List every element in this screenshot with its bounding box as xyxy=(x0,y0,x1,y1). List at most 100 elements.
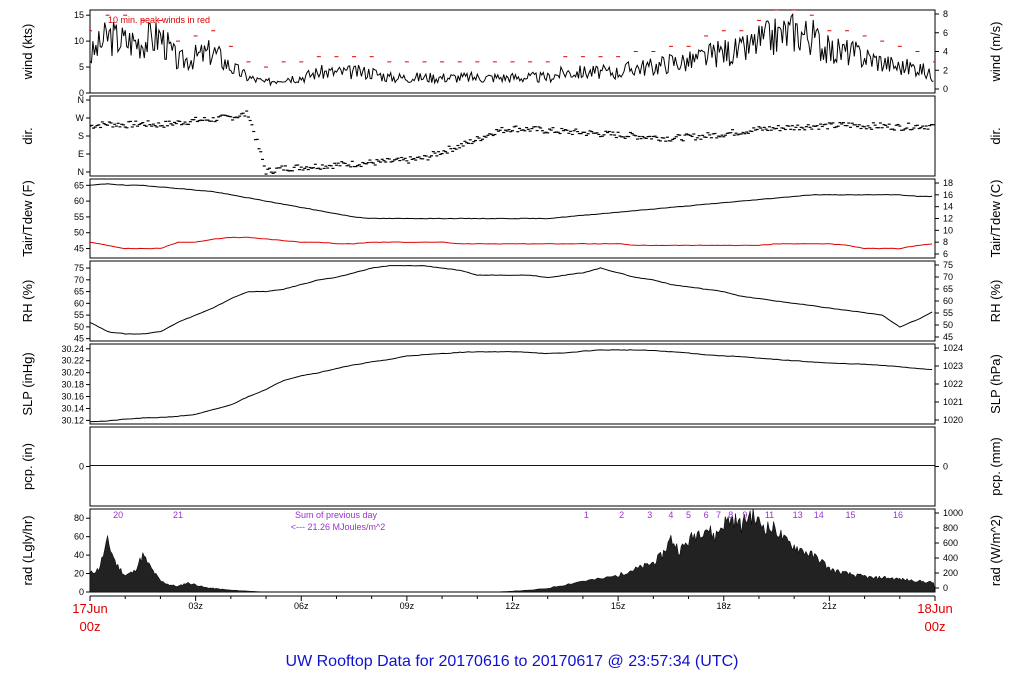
y-axis-label: rad (Lgly/hr) xyxy=(20,515,35,585)
y-axis-label: SLP (inHg) xyxy=(20,352,35,415)
y-tick-label: 60 xyxy=(74,196,84,206)
x-axis: 03z 06z 09z 12z 15z 18z 21z 17Jun 00z 18Jun 00z xyxy=(72,595,953,634)
y-right-tick-label: 65 xyxy=(943,284,953,294)
y-right-tick-label: 1022 xyxy=(943,379,963,389)
y-right-tick-label: 1024 xyxy=(943,343,963,353)
panel-precipitation: 0 0 pcp. (in) pcp. (mm) xyxy=(20,426,1003,507)
y-right-tick-label: 1000 xyxy=(943,508,963,518)
sun-hour-label: 9 xyxy=(742,510,747,520)
sun-hour-label: 6 xyxy=(704,510,709,520)
y-right-tick-label: 6 xyxy=(943,249,948,259)
sun-hour-label: 4 xyxy=(668,510,673,520)
y-right-tick-label: 14 xyxy=(943,202,953,212)
x-tick-label: 18z xyxy=(716,601,731,611)
x-tick-label: 21z xyxy=(822,601,837,611)
plot-area xyxy=(90,183,933,250)
y-right-tick-label: 4 xyxy=(943,47,948,57)
plot-area xyxy=(90,110,935,175)
y-tick-label: 50 xyxy=(74,322,84,332)
sun-hour-label: 3 xyxy=(647,510,652,520)
y-tick-label: 30.20 xyxy=(61,368,84,378)
sun-hour-label: 21 xyxy=(173,510,183,520)
wind-speed-line xyxy=(90,12,934,87)
y-right-tick-label: 0 xyxy=(943,583,948,593)
y-tick-label: 10 xyxy=(74,36,84,46)
radiation-sum-value: <--- 21.26 MJoules/m^2 xyxy=(291,522,386,532)
panel-frame xyxy=(89,426,936,507)
y-tick-label: 0 xyxy=(79,462,84,472)
y-tick-label: 30.12 xyxy=(61,415,84,425)
x-start-date: 17Jun xyxy=(72,601,107,616)
y-right-tick-label: 1021 xyxy=(943,397,963,407)
y-tick-label: 55 xyxy=(74,212,84,222)
series-line-humidity xyxy=(90,264,933,335)
y-right-tick-label: 55 xyxy=(943,308,953,318)
sun-hour-label: 20 xyxy=(113,510,123,520)
y-tick-label: 5 xyxy=(79,62,84,72)
y-tick-label: 70 xyxy=(74,275,84,285)
y-right-tick-label: 45 xyxy=(943,332,953,342)
sun-hour-label: 13 xyxy=(793,510,803,520)
y-tick-label: E xyxy=(78,149,84,159)
sun-hour-label: 11 xyxy=(765,510,774,520)
y-tick-label: 15 xyxy=(74,10,84,20)
x-end-time: 00z xyxy=(925,619,946,634)
y-axis-label: wind (kts) xyxy=(20,24,35,81)
y-tick-label: 30.22 xyxy=(61,356,84,366)
series-line-Tair xyxy=(90,183,933,220)
sun-hour-label: 8 xyxy=(728,510,733,520)
sun-hour-label: 14 xyxy=(814,510,824,520)
sun-hour-label: 1 xyxy=(584,510,589,520)
y-tick-label: 30.18 xyxy=(61,380,84,390)
y-right-axis-label: pcp. (mm) xyxy=(988,437,1003,496)
y-right-tick-label: 16 xyxy=(943,190,953,200)
y-axis-label: RH (%) xyxy=(20,280,35,323)
y-right-tick-label: 75 xyxy=(943,260,953,270)
peak-wind-note: 10 min. peak winds in red xyxy=(108,15,210,25)
plot-area xyxy=(90,349,933,423)
series-line-Tdew xyxy=(90,236,933,250)
y-right-tick-label: 0 xyxy=(943,462,948,472)
x-tick-label: 09z xyxy=(400,601,415,611)
x-end-date: 18Jun xyxy=(917,601,952,616)
y-tick-label: 45 xyxy=(74,334,84,344)
y-tick-label: 65 xyxy=(74,287,84,297)
y-axis-label: dir. xyxy=(20,127,35,144)
chart-title: UW Rooftop Data for 20170616 to 20170617… xyxy=(286,653,739,670)
panel-frame xyxy=(89,95,936,177)
y-tick-label: 30.14 xyxy=(61,403,84,413)
y-tick-label: 30.16 xyxy=(61,392,84,402)
y-right-tick-label: 50 xyxy=(943,320,953,330)
plot-area xyxy=(90,10,935,87)
x-tick-label: 03z xyxy=(188,601,203,611)
y-tick-label: S xyxy=(78,131,84,141)
y-tick-label: 80 xyxy=(74,513,84,523)
radiation-sum-label: Sum of previous day xyxy=(295,510,378,520)
y-axis-label: pcp. (in) xyxy=(20,443,35,490)
sun-hour-label: 7 xyxy=(716,510,721,520)
y-right-tick-label: 2 xyxy=(943,65,948,75)
y-axis-label: Tair/Tdew (F) xyxy=(20,180,35,257)
panel-frame xyxy=(89,343,936,425)
y-tick-label: 60 xyxy=(74,532,84,542)
y-tick-label: 65 xyxy=(74,180,84,190)
sun-hour-label: 5 xyxy=(686,510,691,520)
series-line-pressure xyxy=(90,349,933,423)
y-right-tick-label: 8 xyxy=(943,237,948,247)
y-tick-label: 0 xyxy=(79,88,84,98)
y-tick-label: 20 xyxy=(74,569,84,579)
plot-area xyxy=(90,264,933,335)
radiation-area xyxy=(90,509,935,592)
y-right-axis-label: RH (%) xyxy=(988,280,1003,323)
sun-hour-label: 2 xyxy=(619,510,624,520)
panel-wind: 0 5 10 15 0 2 4 6 8 wind (kts) wind (m/s) 10 min. p… xyxy=(20,9,1003,98)
y-tick-label: 30.24 xyxy=(61,344,84,354)
y-right-tick-label: 18 xyxy=(943,178,953,188)
y-right-tick-label: 70 xyxy=(943,272,953,282)
y-tick-label: 50 xyxy=(74,228,84,238)
